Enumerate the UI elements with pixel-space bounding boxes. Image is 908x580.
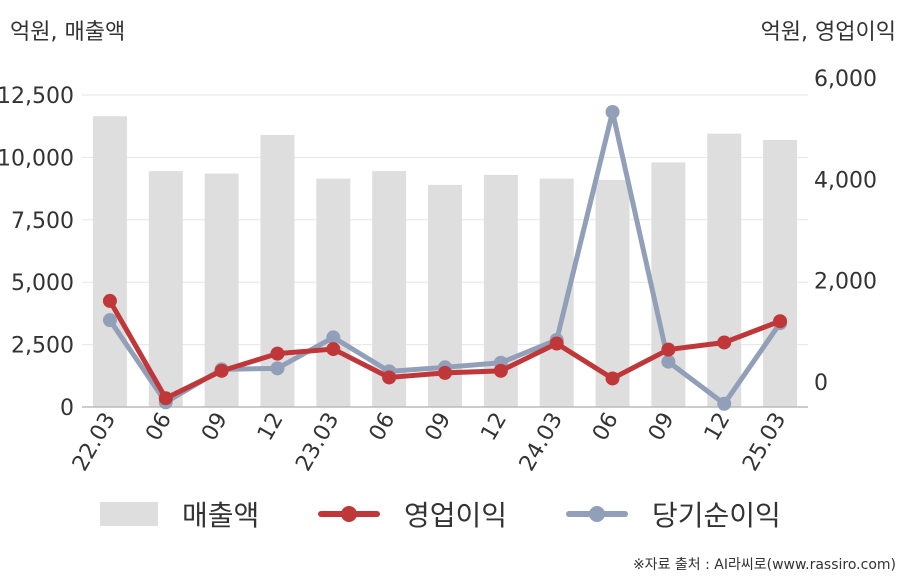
- line-series: [102, 104, 788, 411]
- series-point: [438, 365, 452, 380]
- revenue-bar: [707, 133, 742, 408]
- x-tick-label: 09: [644, 409, 680, 446]
- x-axis-ticks: 22.03 06 09 12 23.03 06 09 12 24.03 06 09 12 25.03: [68, 409, 791, 476]
- series-point: [326, 330, 341, 345]
- legend-label-operating-profit: 영업이익: [404, 499, 508, 532]
- y-left-tick-label: 7,500: [11, 209, 74, 234]
- series-point: [605, 104, 620, 119]
- legend-line-swatch-red: [318, 502, 380, 526]
- series-point: [102, 293, 117, 308]
- x-tick-label: 12: [700, 409, 736, 446]
- series-point: [493, 363, 508, 378]
- legend-item-operating-profit: 영업이익: [318, 492, 507, 536]
- series-point: [661, 354, 676, 369]
- series-point: [102, 313, 117, 328]
- y-left-tick-label: 2,500: [11, 334, 74, 359]
- series-point: [270, 346, 285, 361]
- revenue-bar: [316, 178, 351, 407]
- y-left-tick-label: 0: [60, 396, 74, 421]
- y-right-tick-label: 2,000: [814, 270, 877, 295]
- right-axis-unit: 억원, 영업이익: [760, 20, 896, 45]
- y-right-tick-label: 4,000: [814, 168, 877, 193]
- series-point: [549, 336, 564, 351]
- series-point: [270, 361, 285, 376]
- legend-item-net-income: 당기순이익: [566, 492, 781, 536]
- x-tick-label: 06: [141, 409, 177, 446]
- legend-item-revenue: 매출액: [100, 492, 259, 536]
- revenue-bar: [148, 171, 183, 407]
- legend-label-net-income: 당기순이익: [652, 499, 781, 532]
- revenue-bar: [92, 116, 127, 407]
- series-point: [661, 342, 676, 357]
- y-left-tick-label: 10,000: [0, 146, 74, 171]
- series-point: [326, 342, 341, 357]
- x-tick-label: 12: [253, 409, 289, 446]
- y-left-tick-label: 5,000: [11, 271, 74, 296]
- x-tick-label: 09: [197, 409, 233, 446]
- x-tick-label: 09: [421, 409, 457, 446]
- series-point: [382, 370, 397, 385]
- x-tick-label: 22.03: [68, 409, 121, 476]
- x-tick-label: 25.03: [738, 409, 791, 476]
- x-tick-label: 12: [476, 409, 512, 446]
- x-tick-label: 06: [365, 409, 401, 446]
- series-point: [605, 371, 620, 386]
- series-point: [773, 314, 788, 329]
- series-point: [214, 363, 229, 378]
- x-tick-label: 24.03: [515, 409, 568, 476]
- legend-line-swatch-gray: [566, 502, 628, 526]
- legend: 매출액 영업이익 당기순이익: [0, 492, 908, 536]
- x-tick-label: 06: [588, 409, 624, 446]
- chart: 0 2,500 5,000 7,500 10,000 12,500 0 2,000 4,000…: [0, 67, 877, 476]
- y-right-tick-label: 6,000: [814, 67, 877, 92]
- series-point: [717, 335, 732, 350]
- left-axis-unit: 억원, 매출액: [10, 20, 126, 45]
- left-axis-ticks: 0 2,500 5,000 7,500 10,000 12,500: [0, 84, 74, 421]
- y-left-tick-label: 12,500: [0, 84, 74, 109]
- series-point: [717, 396, 732, 411]
- series-point: [158, 391, 173, 406]
- source-credit: ※자료 출처 : AI라씨로(www.rassiro.com): [632, 557, 896, 573]
- right-axis-ticks: 0 2,000 4,000 6,000: [814, 67, 877, 396]
- legend-label-revenue: 매출액: [182, 499, 260, 532]
- revenue-bar: [763, 139, 798, 408]
- x-tick-label: 23.03: [291, 409, 344, 476]
- legend-bar-swatch: [100, 502, 158, 526]
- y-right-tick-label: 0: [814, 371, 828, 396]
